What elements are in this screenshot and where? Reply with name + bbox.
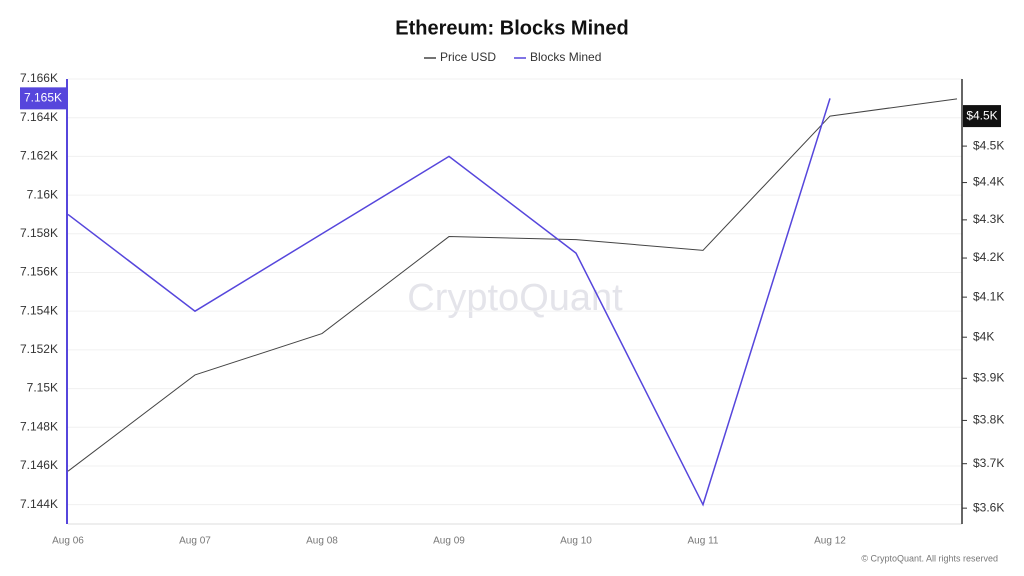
x-tick-label: Aug 11: [688, 536, 719, 547]
y-tick-label: 7.16K: [27, 187, 58, 201]
value-label-box: [963, 105, 1001, 128]
y2-tick-label: $3.6K: [973, 500, 1004, 514]
y2-tick-label: $4.4K: [973, 175, 1004, 189]
y2-tick-label: $4K: [973, 329, 994, 343]
y2-tick-label: $4.2K: [973, 250, 1004, 264]
x-tick-label: Aug 07: [179, 536, 211, 547]
watermark: CryptoQuant: [407, 277, 623, 319]
y-tick-label: 7.166K: [20, 71, 58, 85]
y2-tick-label: $4.5K: [973, 138, 1004, 152]
value-label: 7.165K: [24, 91, 62, 105]
y-tick-label: 7.156K: [20, 265, 58, 279]
y2-tick-label: $3.9K: [973, 370, 1004, 384]
y-tick-label: 7.146K: [20, 458, 58, 472]
y-tick-label: 7.148K: [20, 419, 58, 433]
y-tick-label: 7.158K: [20, 226, 58, 240]
y-tick-label: 7.144K: [20, 497, 58, 511]
legend-label: Blocks Mined: [530, 50, 601, 64]
x-tick-label: Aug 09: [433, 536, 465, 547]
legend-label: Price USD: [440, 50, 496, 64]
x-tick-label: Aug 10: [560, 536, 592, 547]
y-tick-label: 7.164K: [20, 110, 58, 124]
chart-title: Ethereum: Blocks Mined: [395, 17, 628, 39]
y-tick-label: 7.152K: [20, 342, 58, 356]
series-line: [67, 98, 958, 472]
x-tick-label: Aug 08: [306, 536, 338, 547]
y2-tick-label: $3.8K: [973, 413, 1004, 427]
y-tick-label: 7.15K: [27, 381, 58, 395]
value-label-box: [20, 87, 66, 110]
y-tick-label: 7.162K: [20, 149, 58, 163]
y2-tick-label: $4.1K: [973, 289, 1004, 303]
y2-tick-label: $3.7K: [973, 456, 1004, 470]
value-label: $4.5K: [966, 108, 997, 122]
x-tick-label: Aug 06: [52, 536, 84, 547]
credit: © CryptoQuant. All rights reserved: [861, 553, 998, 563]
x-tick-label: Aug 12: [814, 536, 846, 547]
y2-tick-label: $4.3K: [973, 212, 1004, 226]
y-tick-label: 7.154K: [20, 303, 58, 317]
series-line: [67, 98, 831, 507]
